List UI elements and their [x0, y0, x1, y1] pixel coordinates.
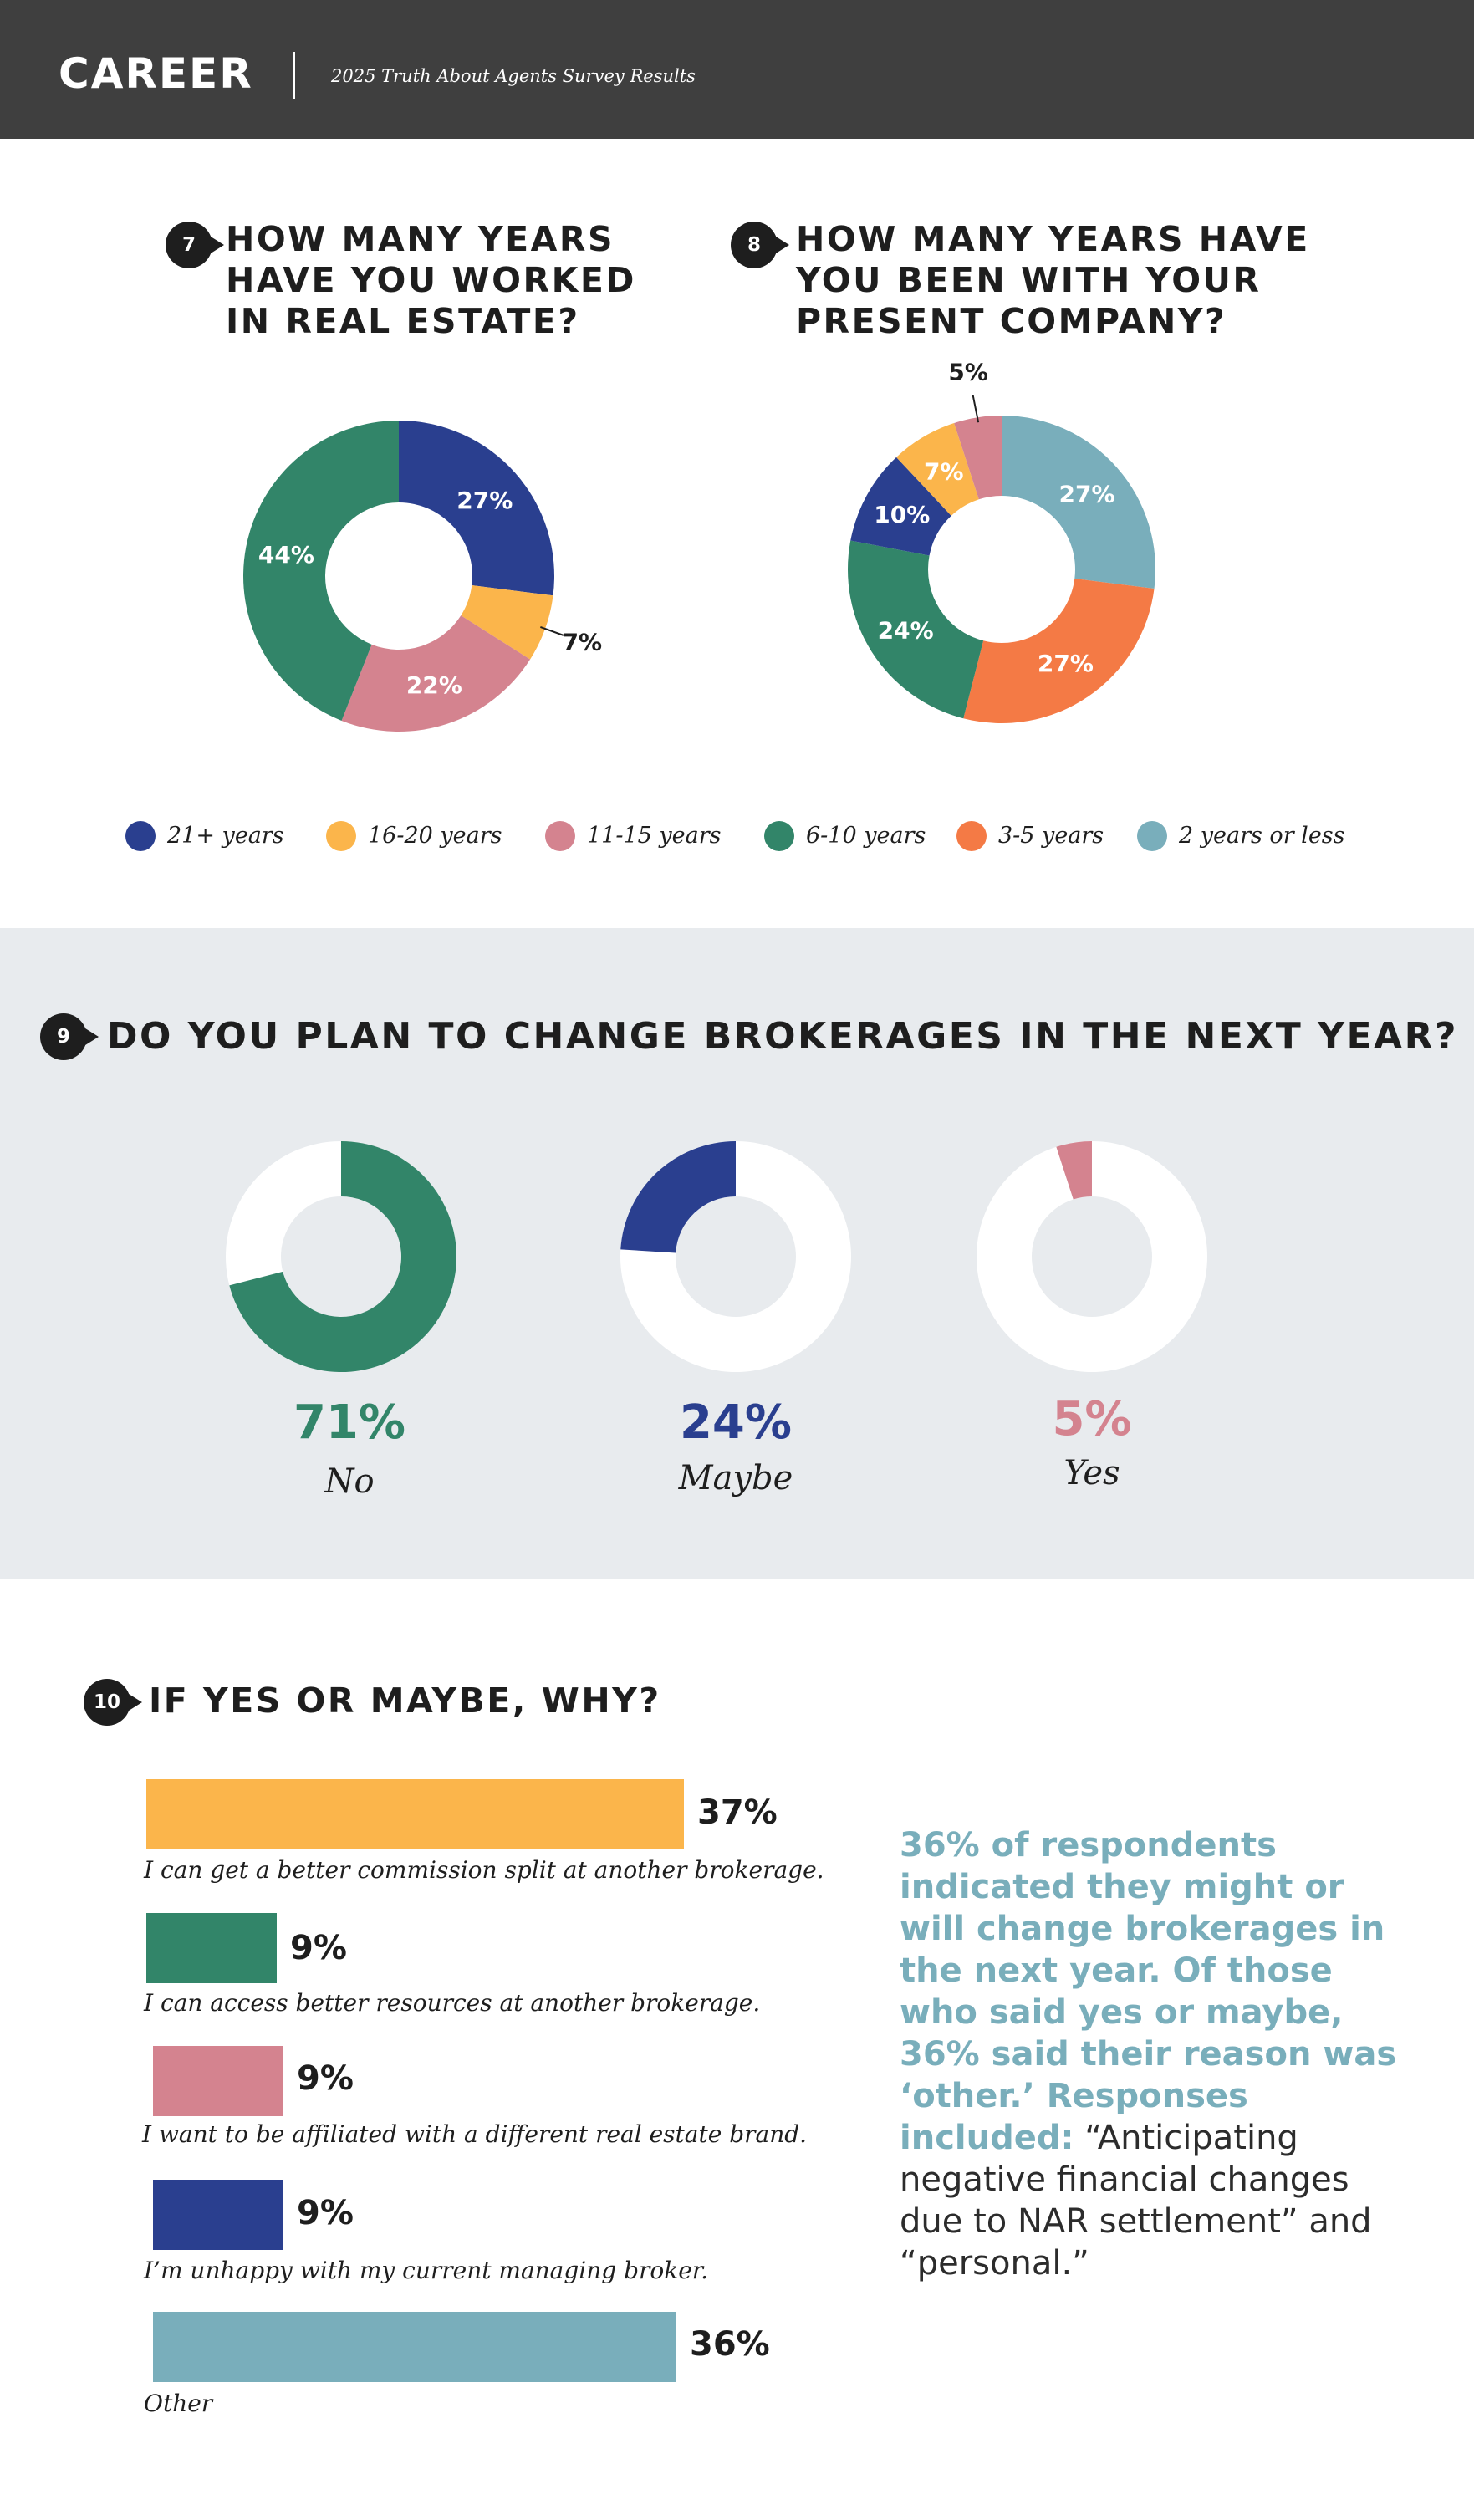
q8-label-6-10-years: 24% — [878, 616, 934, 644]
q7-label-21-plus-years: 27% — [456, 487, 513, 514]
legend: 21+ years 16-20 years 11-15 years 6-10 y… — [125, 815, 1380, 857]
q9-ring-arc-maybe — [620, 1141, 736, 1253]
q10-label-commission-split: I can get a better commission split at a… — [144, 1856, 824, 1884]
q10-bar-different-brand — [153, 2046, 283, 2116]
q10-label-managing-broker: I’m unhappy with my current managing bro… — [144, 2257, 709, 2284]
q8-donut-chart: 27% 27% 24% 10% 7% 5% — [848, 359, 1155, 723]
q8-slice-21-plus-years — [850, 457, 951, 556]
q8-title: HOW MANY YEARS HAVE YOU BEEN WITH YOUR P… — [796, 219, 1310, 341]
q10-value-commission-split: 37% — [697, 1793, 778, 1832]
q7-number-badge: 7 — [166, 222, 224, 268]
q8-leader-11-15-years — [972, 394, 980, 423]
q10-number-badge: 10 — [84, 1679, 142, 1726]
legend-dot-2-years-or-less — [1137, 821, 1167, 851]
legend-label-2-years-or-less: 2 years or less — [1179, 823, 1345, 849]
q8-slice-11-15-years — [954, 416, 1002, 500]
q9-ring-no — [226, 1141, 456, 1372]
legend-dot-21-plus-years — [125, 821, 156, 851]
legend-label-21-plus-years: 21+ years — [167, 823, 284, 849]
header-title: CAREER — [59, 49, 253, 98]
q10-title: IF YES OR MAYBE, WHY? — [149, 1681, 661, 1721]
q9-ring-arc-no — [229, 1141, 456, 1372]
q7-slice-16-20-years — [461, 585, 553, 660]
q8-label-21-plus-years: 10% — [874, 501, 930, 528]
q10-value-managing-broker: 9% — [297, 2194, 354, 2232]
q7-label-16-20-years: 7% — [563, 628, 603, 656]
q8-label-2-years-or-less: 27% — [1058, 481, 1114, 508]
q10-value-better-resources: 9% — [290, 1929, 347, 1967]
q9-ring-arc-yes — [1056, 1141, 1092, 1200]
q7-slice-6-10-years — [243, 421, 399, 721]
callout-note: 36% of respondents indicated they might … — [900, 1824, 1418, 2284]
q7-label-11-15-years: 22% — [406, 671, 462, 699]
q9-label-yes: Yes — [1063, 1454, 1120, 1492]
q9-value-yes: 5% — [1052, 1392, 1132, 1446]
legend-label-6-10-years: 6-10 years — [806, 823, 926, 849]
q10-label-other: Other — [144, 2390, 213, 2417]
callout-note-highlight: 36% of respondents indicated they might … — [900, 1826, 1397, 2157]
q9-label-maybe: Maybe — [678, 1459, 793, 1497]
q9-ring-maybe — [620, 1141, 851, 1372]
q7-donut-chart: 27% 7% 22% 44% — [243, 421, 602, 732]
q9-number-badge: 9 — [40, 1013, 99, 1060]
q9-ring-track-yes — [977, 1141, 1207, 1372]
q10-bar-other — [153, 2312, 676, 2382]
q7-slice-21-plus-years — [399, 421, 554, 596]
q8-slice-6-10-years — [848, 540, 984, 719]
q8-label-11-15-years: 5% — [948, 359, 988, 386]
q9-label-no: No — [324, 1462, 375, 1501]
q9-ring-yes — [977, 1141, 1207, 1372]
legend-dot-11-15-years — [545, 821, 575, 851]
q10-label-better-resources: I can access better resources at another… — [144, 1989, 761, 2017]
q9-title: DO YOU PLAN TO CHANGE BROKERAGES IN THE … — [107, 1015, 1459, 1058]
q10-bar-managing-broker — [153, 2180, 283, 2250]
legend-label-11-15-years: 11-15 years — [587, 823, 722, 849]
q7-label-6-10-years: 44% — [258, 541, 314, 569]
legend-label-3-5-years: 3-5 years — [998, 823, 1104, 849]
q8-label-3-5-years: 27% — [1038, 650, 1094, 677]
legend-dot-3-5-years — [956, 821, 987, 851]
legend-dot-6-10-years — [764, 821, 794, 851]
callout-note-quote: “Anticipating negative financial changes… — [900, 2119, 1372, 2283]
header-divider — [293, 52, 295, 99]
q9-value-maybe: 24% — [679, 1395, 793, 1450]
q10-value-different-brand: 9% — [297, 2059, 354, 2098]
header-bar: CAREER 2025 Truth About Agents Survey Re… — [0, 0, 1474, 139]
q10-label-different-brand: I want to be affiliated with a different… — [142, 2120, 808, 2148]
q7-title: HOW MANY YEARS HAVE YOU WORKED IN REAL E… — [226, 219, 636, 341]
q8-slice-16-20-years — [896, 423, 979, 516]
q8-slice-2-years-or-less — [1002, 416, 1155, 589]
q10-bar-better-resources — [146, 1913, 277, 1983]
legend-dot-16-20-years — [326, 821, 356, 851]
q9-value-no: 71% — [293, 1395, 406, 1450]
q8-number-badge: 8 — [731, 222, 789, 268]
q10-value-other: 36% — [690, 2325, 770, 2364]
q8-label-16-20-years: 7% — [924, 457, 964, 485]
legend-label-16-20-years: 16-20 years — [368, 823, 502, 849]
q7-leader-16-20-years — [540, 626, 564, 636]
header-subtitle: 2025 Truth About Agents Survey Results — [331, 66, 696, 86]
q10-bar-commission-split — [146, 1779, 684, 1849]
q8-slice-3-5-years — [963, 579, 1155, 723]
q7-slice-11-15-years — [341, 615, 531, 732]
